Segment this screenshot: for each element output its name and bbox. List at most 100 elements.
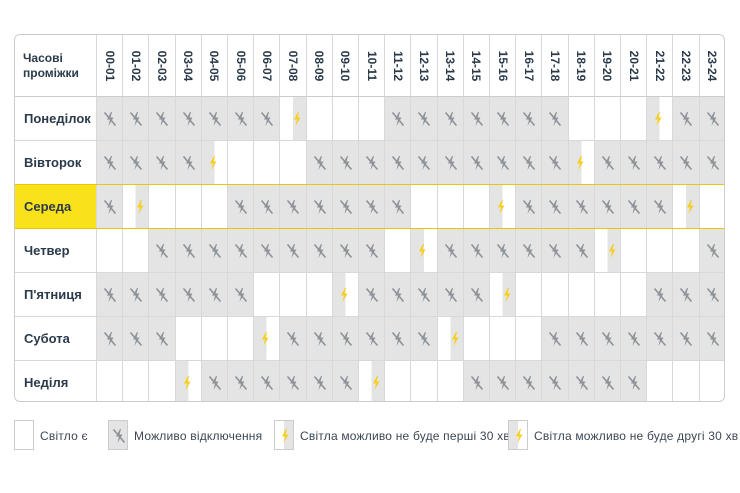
- schedule-cell: [542, 185, 569, 229]
- crossed-lightning-icon: [679, 287, 693, 303]
- crossed-lightning-icon: [155, 155, 169, 171]
- schedule-cell: [516, 317, 543, 361]
- schedule-cell: [254, 361, 281, 401]
- schedule-cell: [490, 229, 517, 273]
- crossed-lightning-icon: [339, 331, 353, 347]
- schedule-cell: [463, 141, 490, 185]
- schedule-cell: [201, 97, 228, 141]
- hour-label: 03-04: [181, 50, 196, 82]
- schedule-cell: [568, 273, 595, 317]
- crossed-lightning-icon: [365, 331, 379, 347]
- schedule-cell: [594, 273, 621, 317]
- schedule-cell: [280, 141, 307, 185]
- schedule-cell: [228, 273, 255, 317]
- schedule-cell: [463, 317, 490, 361]
- hour-header: 02-03: [149, 35, 176, 97]
- crossed-lightning-icon: [706, 243, 720, 259]
- hour-label: 19-20: [600, 50, 615, 82]
- hour-header: 15-16: [490, 35, 517, 97]
- outage-schedule-table: Часові проміжки 00-01 01-02 02-03 03-04 04-0…: [14, 34, 725, 402]
- schedule-cell: [149, 273, 176, 317]
- crossed-lightning-icon: [155, 287, 169, 303]
- yellow-lightning-icon: [290, 111, 304, 127]
- hour-header: 09-10: [332, 35, 359, 97]
- crossed-lightning-icon: [286, 331, 300, 347]
- day-label: Понеділок: [15, 97, 97, 141]
- crossed-lightning-icon: [444, 287, 458, 303]
- crossed-lightning-icon: [260, 243, 274, 259]
- schedule-cell: [699, 317, 724, 361]
- schedule-cell: [647, 185, 674, 229]
- crossed-lightning-icon: [103, 199, 117, 215]
- schedule-cell: [621, 141, 648, 185]
- schedule-cell: [306, 361, 333, 401]
- schedule-cell: [673, 141, 700, 185]
- schedule-cell: [228, 317, 255, 361]
- crossed-lightning-icon: [653, 287, 667, 303]
- schedule-cell: [411, 229, 438, 273]
- schedule-cell: [542, 141, 569, 185]
- schedule-cell: [385, 273, 412, 317]
- schedule-cell: [700, 361, 724, 401]
- schedule-cell: [149, 97, 176, 141]
- crossed-lightning-icon: [679, 155, 693, 171]
- schedule-cell: [280, 317, 307, 361]
- schedule-cell: [542, 317, 569, 361]
- schedule-cell: [149, 361, 176, 401]
- crossed-lightning-icon: [706, 331, 720, 347]
- crossed-lightning-icon: [627, 155, 641, 171]
- schedule-cell: [647, 97, 674, 141]
- crossed-lightning-icon: [601, 331, 615, 347]
- schedule-cell: [437, 229, 464, 273]
- crossed-lightning-icon: [679, 111, 693, 127]
- hour-label: 10-11: [364, 50, 379, 82]
- crossed-lightning-icon: [575, 199, 589, 215]
- crossed-lightning-icon: [444, 111, 458, 127]
- crossed-lightning-icon: [391, 155, 405, 171]
- hour-label: 13-14: [443, 50, 458, 82]
- crossed-lightning-icon: [444, 243, 458, 259]
- schedule-cell: [673, 229, 700, 273]
- schedule-cell: [516, 361, 543, 401]
- hour-header: 14-15: [463, 35, 490, 97]
- crossed-lightning-icon: [496, 111, 510, 127]
- crossed-lightning-icon: [417, 155, 431, 171]
- hour-header: 16-17: [516, 35, 543, 97]
- day-row: Субота: [15, 317, 724, 361]
- crossed-lightning-icon: [548, 331, 562, 347]
- day-label: Субота: [15, 317, 97, 361]
- schedule-cell: [411, 361, 438, 401]
- schedule-cell: [437, 273, 464, 317]
- hour-label: 20-21: [626, 50, 641, 82]
- schedule-cell: [594, 185, 621, 229]
- crossed-lightning-icon: [522, 243, 536, 259]
- schedule-cell: [594, 361, 621, 401]
- schedule-cell: [621, 229, 648, 273]
- schedule-cell: [123, 361, 150, 401]
- crossed-lightning-icon: [522, 375, 536, 391]
- schedule-cell: [359, 361, 386, 401]
- schedule-cell: [332, 361, 359, 401]
- yellow-lightning-icon: [369, 375, 383, 391]
- day-row: Вівторок: [15, 141, 724, 185]
- day-label: Неділя: [15, 361, 97, 401]
- crossed-lightning-icon: [208, 375, 222, 391]
- crossed-lightning-icon: [444, 155, 458, 171]
- time-slots-header: Часові проміжки: [15, 35, 97, 97]
- crossed-lightning-icon: [522, 111, 536, 127]
- hour-label: 21-22: [652, 50, 667, 82]
- crossed-lightning-icon: [129, 155, 143, 171]
- hour-label: 15-16: [495, 50, 510, 82]
- schedule-cell: [673, 97, 700, 141]
- schedule-cell: [542, 361, 569, 401]
- schedule-cell: [175, 273, 202, 317]
- schedule-cell: [568, 317, 595, 361]
- day-row: Четвер: [15, 229, 724, 273]
- legend-maybe-off-label: Можливо відключення: [134, 429, 263, 443]
- hour-header: 01-02: [123, 35, 150, 97]
- schedule-cell: [201, 361, 228, 401]
- crossed-lightning-icon: [417, 111, 431, 127]
- schedule-cell: [175, 317, 202, 361]
- schedule-cell: [621, 273, 648, 317]
- schedule-cell: [123, 317, 150, 361]
